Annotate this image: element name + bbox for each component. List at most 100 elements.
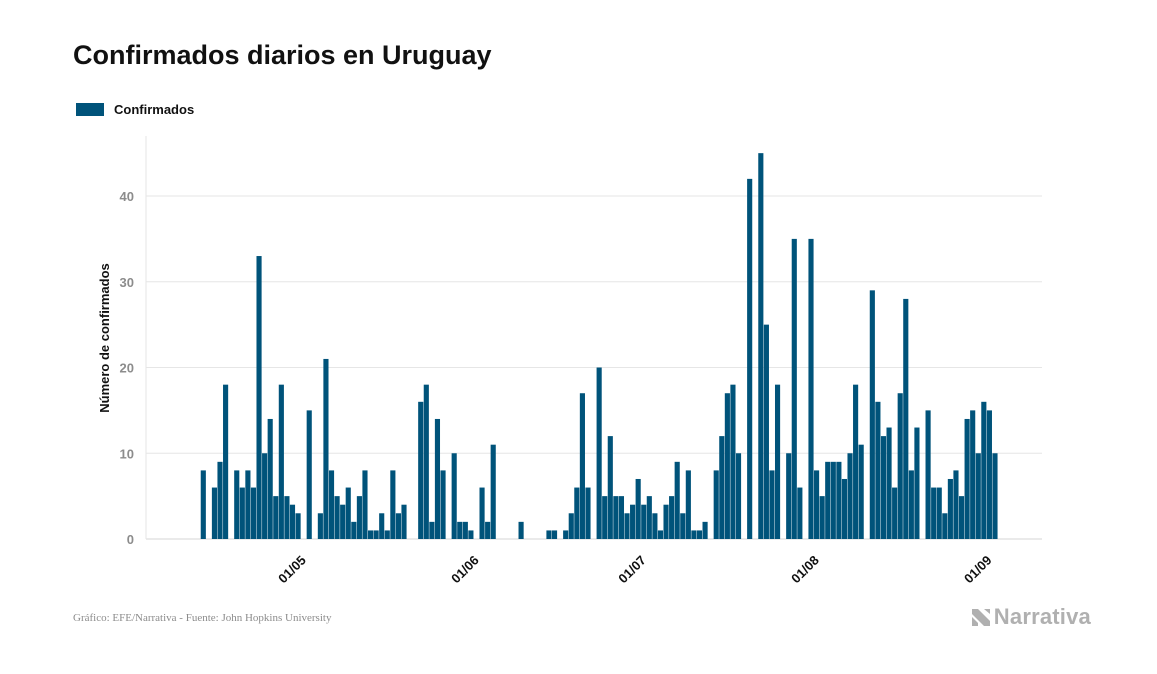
bar xyxy=(618,496,625,539)
bar xyxy=(630,504,636,539)
bars xyxy=(200,153,998,539)
y-axis-label: Número de confirmados xyxy=(97,263,112,413)
bar xyxy=(289,504,296,539)
bar xyxy=(897,393,903,539)
bar xyxy=(663,504,669,539)
bar xyxy=(975,453,981,539)
bar xyxy=(568,513,574,539)
bar xyxy=(373,530,379,539)
bar xyxy=(468,530,474,539)
bar xyxy=(819,496,825,539)
bar xyxy=(936,487,942,539)
x-tick-01-05: 01/05 xyxy=(275,553,309,587)
legend-label-confirmados: Confirmados xyxy=(114,102,195,117)
bar xyxy=(395,513,401,539)
bar xyxy=(239,487,245,539)
bar xyxy=(719,436,725,539)
x-tick-01-07: 01/07 xyxy=(615,553,649,587)
chart-title: Confirmados diarios en Uruguay xyxy=(73,40,492,70)
bar xyxy=(674,461,680,539)
bar xyxy=(992,453,998,539)
bar xyxy=(836,461,842,539)
bar xyxy=(814,470,820,539)
bar xyxy=(328,470,335,539)
bar xyxy=(696,530,703,539)
bar xyxy=(273,496,279,539)
y-tick-0: 0 xyxy=(127,532,134,547)
bar xyxy=(345,487,351,539)
y-tick-10: 10 xyxy=(120,446,134,461)
bar xyxy=(841,478,848,539)
bar xyxy=(847,453,853,539)
bar xyxy=(351,521,357,539)
legend-swatch-confirmados xyxy=(76,103,104,116)
bar xyxy=(518,521,524,539)
bar xyxy=(267,418,273,539)
bar xyxy=(763,324,769,539)
bar xyxy=(892,487,898,539)
bar xyxy=(691,530,697,539)
bar xyxy=(858,444,864,539)
bar xyxy=(250,487,257,539)
bar xyxy=(340,504,346,539)
bar xyxy=(713,470,719,539)
bar xyxy=(457,521,463,539)
bar xyxy=(774,384,781,539)
bar xyxy=(758,153,764,539)
bar xyxy=(596,367,602,539)
bar xyxy=(607,436,613,539)
bar xyxy=(685,470,691,539)
bar xyxy=(931,487,937,539)
bar xyxy=(234,470,240,539)
bar xyxy=(613,496,619,539)
bar xyxy=(730,384,736,539)
bar xyxy=(880,436,887,539)
grid-lines xyxy=(145,136,1042,540)
bar xyxy=(786,453,792,539)
bar xyxy=(223,384,229,539)
bar xyxy=(323,358,329,539)
bar xyxy=(735,453,742,539)
bar xyxy=(546,530,552,539)
bar xyxy=(440,470,446,539)
bar xyxy=(390,470,396,539)
bar xyxy=(401,504,407,539)
bar xyxy=(724,393,730,539)
bar xyxy=(791,238,797,539)
bar xyxy=(947,478,953,539)
bar xyxy=(278,384,284,539)
bar xyxy=(769,470,775,539)
x-tick-01-08: 01/08 xyxy=(788,553,822,587)
bar xyxy=(367,530,374,539)
x-tick-01-09: 01/09 xyxy=(961,553,995,587)
bar xyxy=(624,513,630,539)
bar xyxy=(200,470,206,539)
y-axis-ticks: 0 10 20 30 40 xyxy=(120,189,134,547)
bar xyxy=(574,487,580,539)
bar xyxy=(747,178,753,539)
bar xyxy=(652,513,658,539)
bar xyxy=(262,453,268,539)
bar xyxy=(925,410,931,539)
bar xyxy=(479,487,485,539)
bar xyxy=(669,496,675,539)
bar xyxy=(551,530,558,539)
bar xyxy=(635,478,641,539)
bar xyxy=(875,401,881,539)
bar xyxy=(579,393,585,539)
bar xyxy=(451,453,457,539)
bar xyxy=(306,410,312,539)
source-credit: Gráfico: EFE/Narrativa - Fuente: John Ho… xyxy=(73,612,332,624)
y-tick-40: 40 xyxy=(120,189,134,204)
x-axis-ticks: 01/05 01/06 01/07 01/08 01/09 xyxy=(275,553,994,587)
brand-name: Narrativa xyxy=(993,604,1091,629)
bar xyxy=(256,256,262,539)
bar xyxy=(334,496,340,539)
brand-logo: Narrativa xyxy=(971,604,1091,630)
bar xyxy=(958,496,965,539)
bar xyxy=(970,410,976,539)
bar xyxy=(317,513,323,539)
x-tick-01-06: 01/06 xyxy=(448,553,482,587)
bar xyxy=(211,487,218,539)
bar xyxy=(490,444,496,539)
